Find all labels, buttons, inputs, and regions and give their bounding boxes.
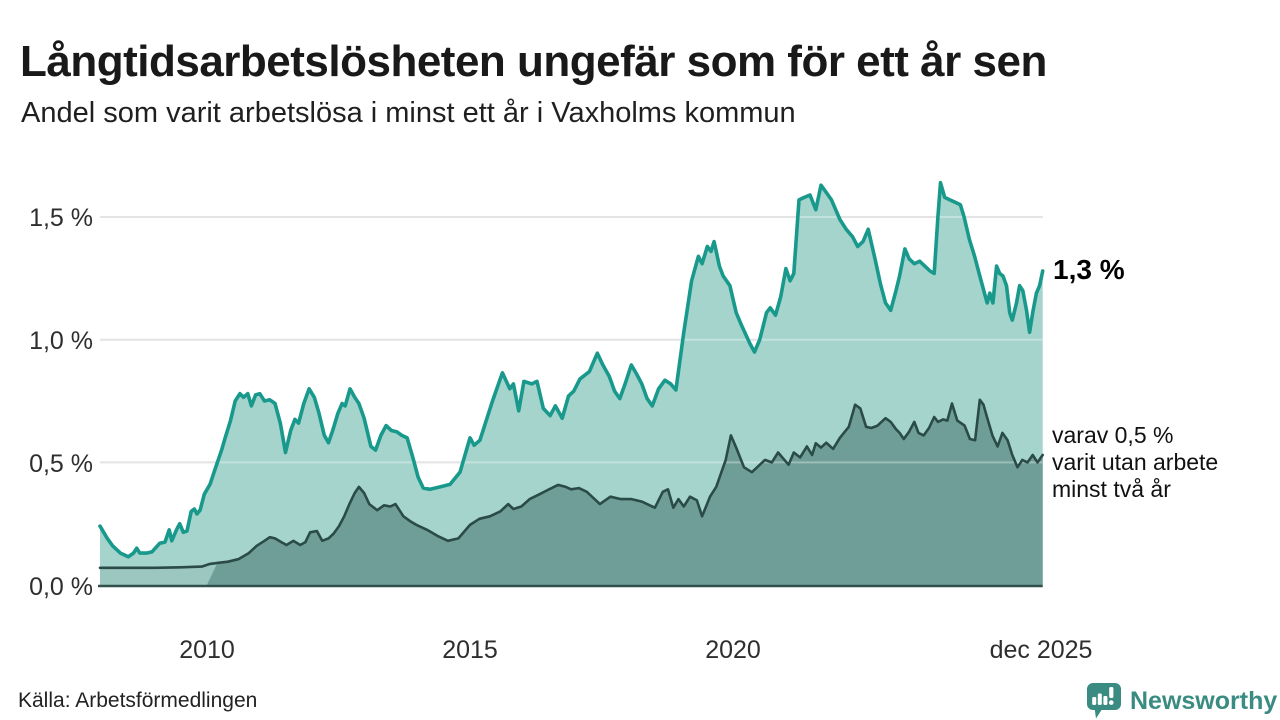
source-credit: Källa: Arbetsförmedlingen bbox=[18, 689, 258, 712]
grid-overlay-lines bbox=[100, 216, 1043, 464]
newsworthy-logo-text: Newsworthy bbox=[1130, 686, 1278, 715]
x-axis-tick-label: 2015 bbox=[442, 636, 498, 664]
x-axis-tick-label: 2010 bbox=[179, 636, 235, 664]
y-axis-tick-label: 1,5 % bbox=[29, 204, 93, 232]
newsworthy-logo: Newsworthy bbox=[1086, 682, 1277, 720]
x-axis-tick-label: 2020 bbox=[705, 636, 761, 664]
annotation-line: varav 0,5 % bbox=[1052, 422, 1174, 448]
y-axis-tick-label: 0,5 % bbox=[29, 450, 93, 478]
series-fills bbox=[100, 182, 1043, 585]
x-axis-tick-label: dec 2025 bbox=[989, 636, 1093, 664]
latest-value-label: 1,3 % bbox=[1053, 254, 1125, 285]
y-axis-tick-label: 0,0 % bbox=[29, 573, 93, 601]
annotation-line: varit utan arbete bbox=[1052, 449, 1219, 475]
y-axis-tick-label: 1,0 % bbox=[29, 327, 93, 355]
newsworthy-logo-icon bbox=[1087, 683, 1121, 719]
series-lines bbox=[98, 180, 1045, 570]
annotation-line: minst två år bbox=[1052, 476, 1171, 502]
secondary-series-annotation: varav 0,5 % varit utan arbete minst två … bbox=[1052, 422, 1218, 503]
page-subtitle: Andel som varit arbetslösa i minst ett å… bbox=[21, 97, 796, 129]
page-title: Långtidsarbetslösheten ungefär som för e… bbox=[20, 37, 1047, 87]
